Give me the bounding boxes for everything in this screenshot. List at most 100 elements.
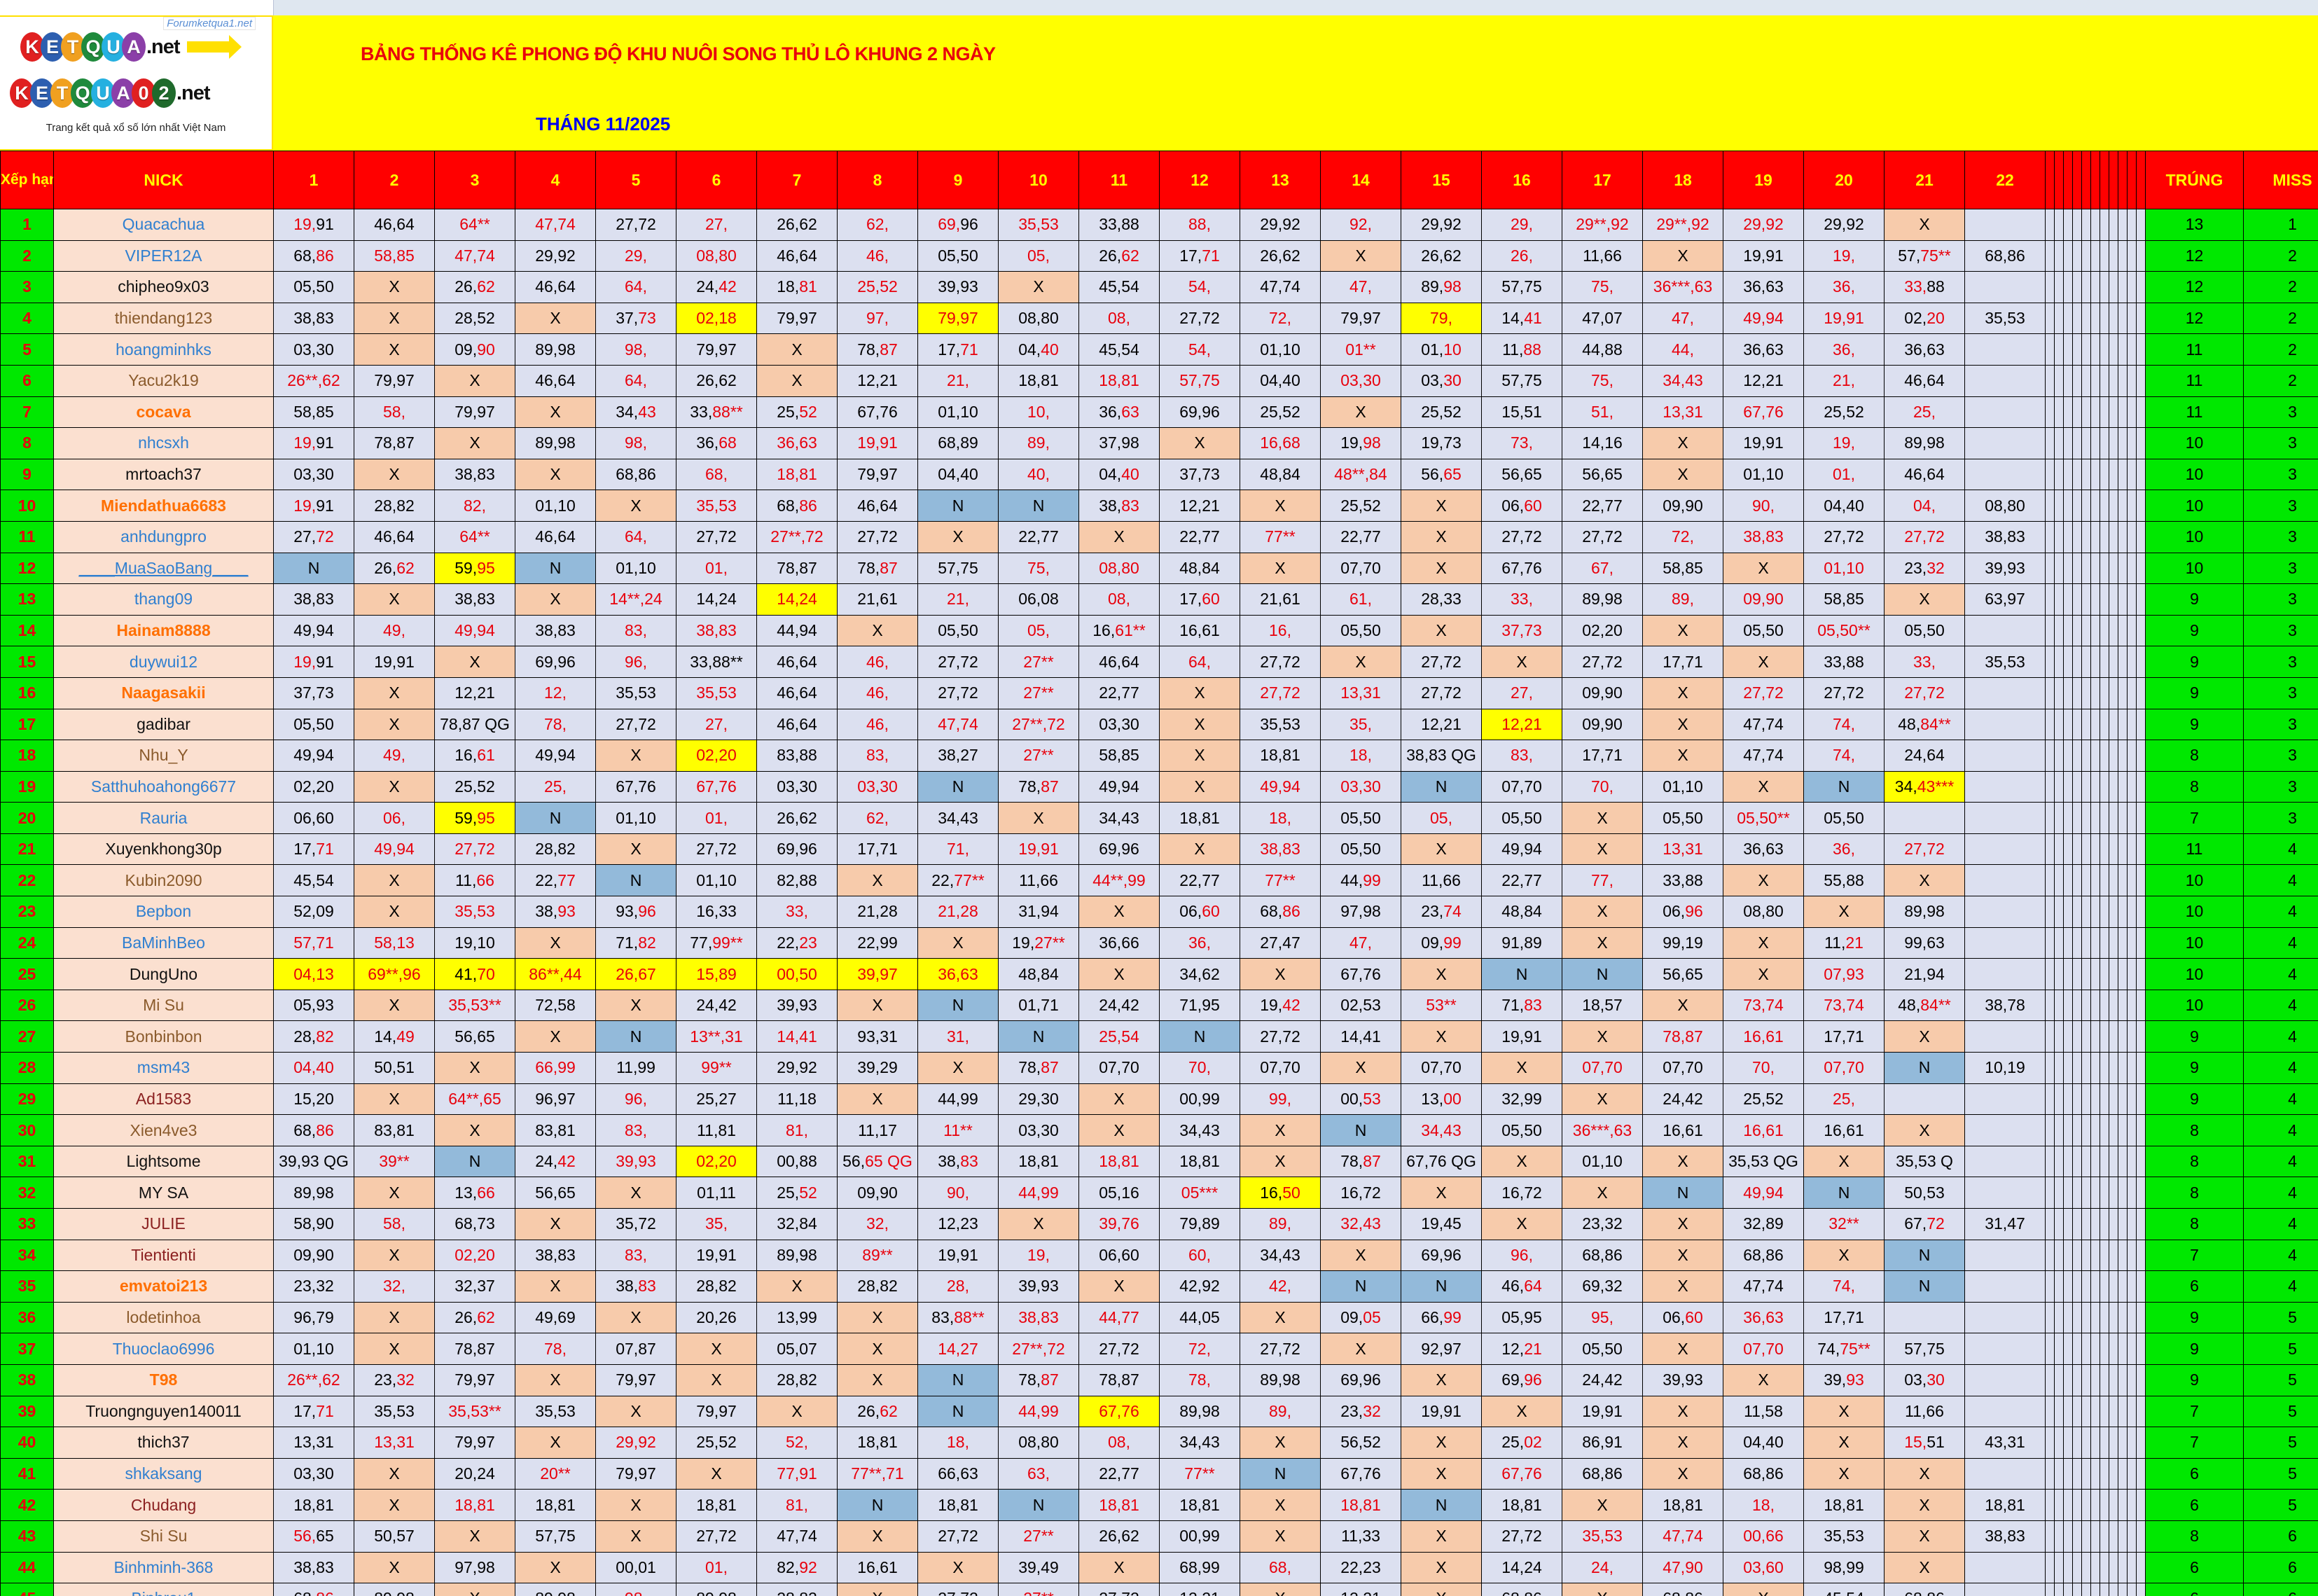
cell-nick[interactable]: Bonbinbon — [53, 1020, 274, 1053]
column-header-day-20[interactable]: 20 — [1803, 151, 1885, 209]
table-row[interactable]: 15 duywui12 19,91 19,91 X 69,96 96, 33,88** 46,6… — [0, 646, 2318, 678]
table-row[interactable]: 35 emvatoi213 23,32 32, 32,37 X 38,83 28,82 X 28,… — [0, 1270, 2318, 1303]
table-row[interactable]: 44 Binhminh-368 38,83 X 97,98 X 00,01 01, 82,92 1… — [0, 1551, 2318, 1584]
table-row[interactable]: 40 thich37 13,31 13,31 79,97 X 29,92 25,52 52, 18… — [0, 1427, 2318, 1459]
cell-nick[interactable]: Quacachua — [53, 209, 274, 241]
table-row[interactable]: 23 Bepbon 52,09 X 35,53 38,93 93,96 16,33 33, 21,… — [0, 896, 2318, 928]
cell-nick[interactable]: thich37 — [53, 1427, 274, 1459]
cell-nick[interactable]: duywui12 — [53, 646, 274, 678]
table-row[interactable]: 36 lodetinhoa 96,79 X 26,62 49,69 X 20,26 13,99 X… — [0, 1301, 2318, 1334]
table-row[interactable]: 45Binhrau168,8689,98X89,9898,89,9828,82X… — [0, 1583, 2318, 1596]
cell-nick[interactable]: BaMinhBeo — [53, 927, 274, 959]
cell-nick[interactable]: Binhrau1 — [53, 1583, 274, 1596]
column-header-spacer-6[interactable] — [2100, 151, 2109, 209]
cell-nick[interactable]: Satthuhoahong6677 — [53, 770, 274, 803]
cell-nick[interactable]: Truongnguyen140011 — [53, 1395, 274, 1428]
cell-nick[interactable]: Xuyenkhong30p — [53, 833, 274, 866]
cell-nick[interactable]: gadibar — [53, 708, 274, 741]
table-row[interactable]: 38 T98 26**,62 23,32 79,97 X 79,97 X 28,82 X N 78,8… — [0, 1363, 2318, 1396]
column-header-day-17[interactable]: 17 — [1562, 151, 1643, 209]
cell-nick[interactable]: Chudang — [53, 1489, 274, 1521]
table-row[interactable]: 7 cocava 58,85 58, 79,97 X 34,43 33,88** 25,52 67… — [0, 396, 2318, 429]
column-header-day-3[interactable]: 3 — [434, 151, 515, 209]
column-header-day-14[interactable]: 14 — [1320, 151, 1401, 209]
table-row[interactable]: 37 Thuoclao6996 01,10 X 78,87 78, 07,87 X 05,07 X… — [0, 1333, 2318, 1365]
cell-nick[interactable]: Lightsome — [53, 1145, 274, 1178]
cell-nick[interactable]: DungUno — [53, 958, 274, 990]
table-row[interactable]: 2 VIPER12A 68,86 58,85 47,74 29,92 29, 08,80 46,… — [0, 240, 2318, 272]
table-row[interactable]: 1 Quacachua 19,91 46,64 64** 47,74 27,72 27, 26,… — [0, 209, 2318, 241]
table-row[interactable]: 43 Shi Su 56,65 50,57 X 57,75 X 27,72 47,74 X 27,7… — [0, 1520, 2318, 1553]
column-header-day-6[interactable]: 6 — [676, 151, 757, 209]
table-row[interactable]: 29 Ad1583 15,20 X 64**,65 96,97 96, 25,27 11,18 X… — [0, 1083, 2318, 1116]
column-header-spacer-5[interactable] — [2090, 151, 2100, 209]
column-header-day-21[interactable]: 21 — [1884, 151, 1965, 209]
column-header-spacer-1[interactable] — [2054, 151, 2064, 209]
cell-nick[interactable]: nhcsxh — [53, 427, 274, 459]
table-row[interactable]: 12 ____MuaSaoBang____ N 26,62 59,95 N 01,10 01,… — [0, 552, 2318, 585]
cell-nick[interactable]: Binhminh-368 — [53, 1551, 274, 1584]
table-row[interactable]: 13 thang09 38,83 X 38,83 X 14**,24 14,24 14,24 21… — [0, 583, 2318, 616]
column-header-nick[interactable]: NICK — [53, 151, 274, 209]
cell-nick[interactable]: Kubin2090 — [53, 864, 274, 897]
column-header-spacer-0[interactable] — [2045, 151, 2055, 209]
table-row[interactable]: 33 JULIE 58,90 58, 68,73 X 35,72 35, 32,84 32, 12,… — [0, 1208, 2318, 1240]
table-row[interactable]: 3 chipheo9x03 05,50 X 26,62 46,64 64, 24,42 18,8… — [0, 271, 2318, 303]
column-header-spacer-10[interactable] — [2136, 151, 2146, 209]
cell-nick[interactable]: anhdungpro — [53, 520, 274, 553]
column-header-spacer-3[interactable] — [2072, 151, 2082, 209]
cell-nick[interactable]: chipheo9x03 — [53, 271, 274, 303]
cell-nick[interactable]: Nhu_Y — [53, 740, 274, 772]
cell-nick[interactable]: Miendathua6683 — [53, 490, 274, 522]
column-header-day-15[interactable]: 15 — [1401, 151, 1482, 209]
cell-nick[interactable]: Rauria — [53, 802, 274, 834]
column-header-spacer-9[interactable] — [2127, 151, 2137, 209]
table-row[interactable]: 17 gadibar 05,50 X 78,87 QG 78, 27,72 27, 46,64 4… — [0, 708, 2318, 741]
column-header-day-11[interactable]: 11 — [1078, 151, 1160, 209]
table-row[interactable]: 18 Nhu_Y 49,94 49, 16,61 49,94 X 02,20 83,88 83, 3… — [0, 740, 2318, 772]
cell-nick[interactable]: T98 — [53, 1363, 274, 1396]
column-header-day-1[interactable]: 1 — [273, 151, 354, 209]
table-row[interactable]: 31 Lightsome 39,93 QG 39** N 24,42 39,93 02,20 0… — [0, 1145, 2318, 1178]
cell-nick[interactable]: Naagasakii — [53, 676, 274, 709]
table-row[interactable]: 34 Tientienti 09,90 X 02,20 38,83 83, 19,91 89,9… — [0, 1239, 2318, 1272]
column-header-rank[interactable]: Xếp hạng — [0, 151, 54, 209]
column-header-day-12[interactable]: 12 — [1159, 151, 1240, 209]
cell-nick[interactable]: JULIE — [53, 1208, 274, 1240]
table-row[interactable]: 42 Chudang 18,81 X 18,81 18,81 X 18,81 81, N 18,81… — [0, 1489, 2318, 1521]
cell-nick[interactable]: hoangminhks — [53, 333, 274, 366]
cell-nick[interactable]: thang09 — [53, 583, 274, 616]
table-row[interactable]: 25 DungUno 04,13 69**,96 41,70 86**,44 26,67 15… — [0, 958, 2318, 990]
column-header-day-5[interactable]: 5 — [595, 151, 676, 209]
cell-nick[interactable]: Xien4ve3 — [53, 1114, 274, 1146]
cell-nick[interactable]: Hainam8888 — [53, 614, 274, 647]
column-header-spacer-4[interactable] — [2081, 151, 2091, 209]
column-header-day-9[interactable]: 9 — [917, 151, 999, 209]
cell-nick[interactable]: shkaksang — [53, 1457, 274, 1490]
column-header-day-22[interactable]: 22 — [1964, 151, 2046, 209]
cell-nick[interactable]: Ad1583 — [53, 1083, 274, 1116]
column-header-spacer-2[interactable] — [2063, 151, 2073, 209]
table-row[interactable]: 26 Mi Su 05,93 X 35,53** 72,58 X 24,42 39,93 X N 01… — [0, 989, 2318, 1022]
cell-nick[interactable]: lodetinhoa — [53, 1301, 274, 1334]
column-header-day-19[interactable]: 19 — [1723, 151, 1804, 209]
table-row[interactable]: 11 anhdungpro 27,72 46,64 64** 46,64 64, 27,72 2… — [0, 520, 2318, 553]
table-row[interactable]: 24 BaMinhBeo 57,71 58,13 19,10 X 71,82 77,99** 2… — [0, 927, 2318, 959]
column-header-day-2[interactable]: 2 — [354, 151, 435, 209]
column-header-day-18[interactable]: 18 — [1642, 151, 1723, 209]
table-row[interactable]: 4 thiendang123 38,83 X 28,52 X 37,73 02,18 79,97… — [0, 302, 2318, 335]
column-header-day-8[interactable]: 8 — [837, 151, 918, 209]
table-row[interactable]: 32 MY SA 89,98 X 13,66 56,65 X 01,11 25,52 09,90 9… — [0, 1177, 2318, 1209]
column-header-day-7[interactable]: 7 — [756, 151, 838, 209]
table-row[interactable]: 21 Xuyenkhong30p 17,71 49,94 27,72 28,82 X 27,7… — [0, 833, 2318, 866]
table-row[interactable]: 16 Naagasakii 37,73 X 12,21 12, 35,53 35,53 46,6… — [0, 676, 2318, 709]
cell-nick[interactable]: Bepbon — [53, 896, 274, 928]
table-row[interactable]: 10 Miendathua6683 19,91 28,82 82, 01,10 X 35,53… — [0, 490, 2318, 522]
cell-nick[interactable]: cocava — [53, 396, 274, 429]
column-header-day-10[interactable]: 10 — [998, 151, 1079, 209]
cell-nick[interactable]: Thuoclao6996 — [53, 1333, 274, 1365]
table-row[interactable]: 6 Yacu2k19 26**,62 79,97 X 46,64 64, 26,62 X 12,2… — [0, 364, 2318, 397]
cell-nick[interactable]: msm43 — [53, 1052, 274, 1084]
cell-nick[interactable]: MY SA — [53, 1177, 274, 1209]
column-header-day-4[interactable]: 4 — [515, 151, 596, 209]
